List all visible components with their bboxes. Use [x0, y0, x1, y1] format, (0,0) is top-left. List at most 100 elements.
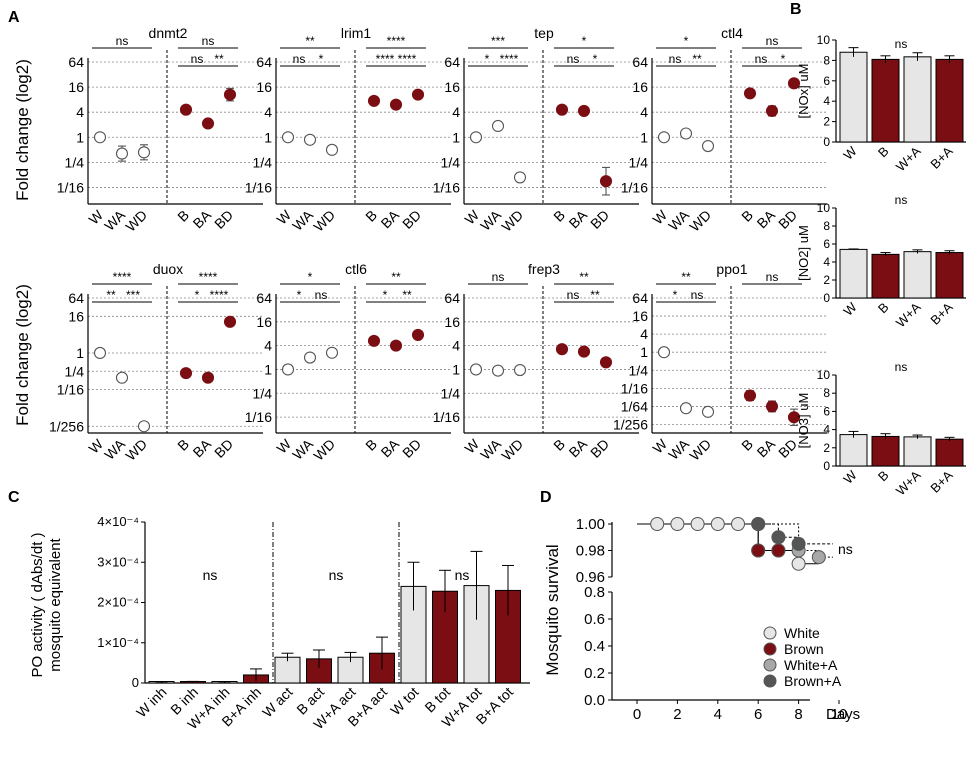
data-point [577, 345, 591, 358]
x-tick-label: BD [399, 207, 424, 232]
significance-label: * [485, 52, 490, 66]
data-point [743, 87, 757, 100]
significance-label: ns [895, 193, 908, 207]
y-tick-label: 4 [640, 326, 648, 342]
x-tick-label: B [362, 436, 380, 454]
y-tick-label: 1 [640, 129, 648, 145]
y-tick-label: 4 [823, 94, 830, 108]
y-tick-label: 64 [632, 54, 648, 70]
panel-label-d: D [540, 489, 552, 506]
x-tick-label: BD [587, 436, 612, 461]
y-tick-label: 8 [823, 386, 830, 400]
y-tick-label: 1/16 [245, 179, 272, 195]
y-tick-label: 64 [444, 290, 460, 306]
significance-label: ns [492, 270, 505, 284]
x-tick-label: 4 [714, 706, 722, 723]
significance-label: **** [398, 52, 417, 66]
significance-label: * [383, 288, 388, 302]
x-tick-label: B+A [927, 143, 955, 171]
x-tick-label: W+A [893, 143, 924, 174]
survival-point [650, 517, 665, 531]
y-tick-label: 1 [452, 361, 460, 377]
significance-label: ns [567, 52, 580, 66]
significance-label: **** [387, 34, 406, 48]
significance-label: * [593, 52, 598, 66]
data-point [179, 103, 193, 116]
x-tick-label: B [362, 207, 380, 225]
significance-label: ** [214, 52, 224, 66]
survival-line [637, 523, 819, 565]
x-tick-label: 6 [754, 706, 762, 723]
x-tick-label: BA [754, 206, 779, 231]
data-point [201, 117, 215, 130]
x-tick-label: W+A [893, 467, 924, 498]
x-tick-label: BA [378, 206, 403, 231]
data-point [657, 346, 671, 359]
significance-label: ns [191, 52, 204, 66]
significance-label: *** [126, 288, 140, 302]
significance-label: ns [669, 52, 682, 66]
significance-label: ** [692, 52, 702, 66]
y-tick-label: 4 [452, 338, 460, 354]
y-tick-label: 6 [823, 74, 830, 88]
significance-label: ns [116, 34, 129, 48]
survival-point [690, 517, 705, 531]
significance-label: * [319, 52, 324, 66]
data-point [303, 133, 317, 146]
x-tick-label: B [875, 300, 892, 317]
x-tick-label: WD [310, 207, 338, 235]
x-tick-label: B [550, 207, 568, 225]
y-tick-label: 1 [264, 129, 272, 145]
significance-label: ns [202, 34, 215, 48]
significance-label: ns [766, 34, 779, 48]
x-tick-label: WD [122, 207, 150, 235]
y-tick-label: 0 [823, 459, 830, 473]
y-tick-label: 16 [444, 314, 460, 330]
x-tick-label: BA [566, 435, 591, 460]
subplot-title: ctl4 [721, 25, 743, 41]
y-tick-label: 4 [76, 104, 84, 120]
x-tick-label: B [738, 207, 756, 225]
legend-label: White [784, 625, 820, 641]
significance-label: * [195, 288, 200, 302]
y-tick-label: 4 [640, 104, 648, 120]
x-tick-label: W [840, 299, 860, 319]
bar [871, 58, 900, 143]
y-tick-label: 64 [256, 290, 272, 306]
subplot-title: duox [153, 261, 183, 277]
data-point [701, 140, 715, 153]
bar [935, 252, 964, 299]
subplot-title: ctl6 [345, 261, 367, 277]
y-tick-label: 0.8 [584, 584, 605, 601]
data-point [93, 131, 107, 144]
y-axis-label: mosquito equivalent [47, 537, 64, 671]
y-tick-label: 16 [632, 79, 648, 95]
y-tick-label: 0 [823, 291, 830, 305]
x-tick-label: 10 [831, 706, 848, 723]
data-point [765, 104, 779, 117]
bar [274, 656, 301, 684]
y-axis-label: Mosquito survival [543, 544, 562, 675]
y-tick-label: 8 [823, 219, 830, 233]
significance-label: ns [329, 567, 344, 583]
data-point [513, 171, 527, 184]
y-tick-label: 1 [264, 361, 272, 377]
significance-label: * [308, 270, 313, 284]
data-point [389, 339, 403, 352]
survival-point [670, 517, 685, 531]
survival-point [751, 543, 766, 558]
y-axis-label: [NO3] uM [796, 393, 811, 449]
bar [903, 56, 932, 143]
panel-c-po-activity: 0 1×10⁻⁴ 2×10⁻⁴ 3×10⁻⁴ 4×10⁻⁴ PO activity ( d… [29, 514, 530, 732]
y-tick-label: 4 [264, 104, 272, 120]
significance-label: **** [376, 52, 395, 66]
data-point [137, 146, 151, 159]
y-tick-label: 16 [68, 79, 84, 95]
x-tick-label: B [174, 207, 192, 225]
y-tick-label: 4 [823, 255, 830, 269]
y-tick-label: 1/16 [57, 382, 84, 398]
x-tick-label: WD [686, 436, 714, 464]
